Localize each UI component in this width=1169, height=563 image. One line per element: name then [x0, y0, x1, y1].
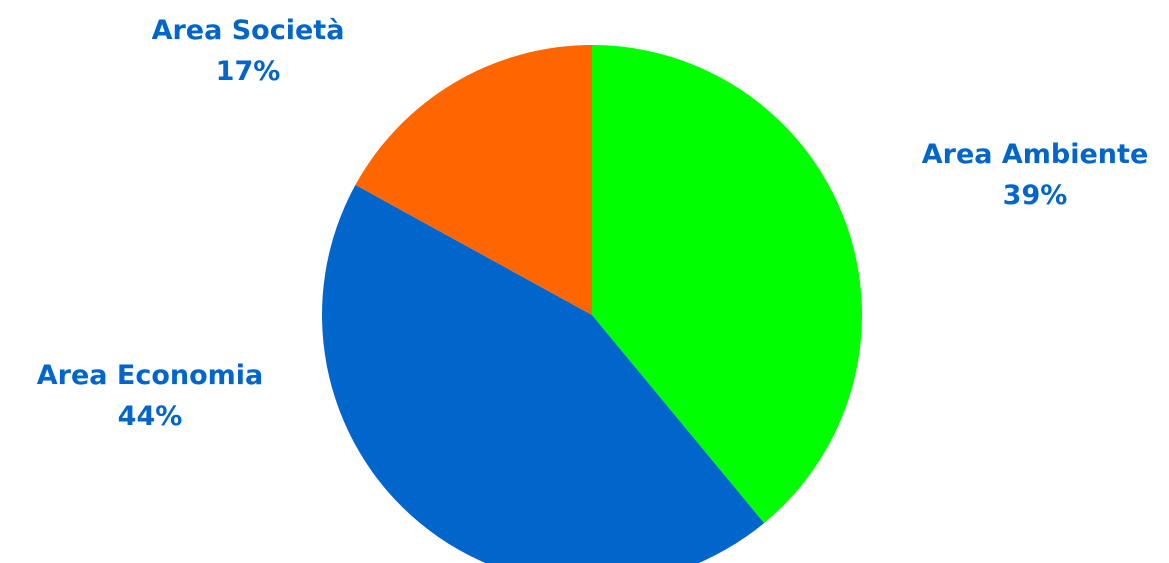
slice-label-area-ambiente: Area Ambiente 39% — [922, 135, 1149, 216]
pie-slice-area-societ — [355, 45, 592, 315]
slice-label-name: Area Economia — [36, 360, 264, 391]
slice-label-area-economia: Area Economia 44% — [37, 356, 264, 437]
slice-label-area-societa: Area Società 17% — [152, 11, 345, 92]
slice-label-percent: 44% — [117, 400, 183, 432]
pie-slice-area-economia — [322, 184, 765, 563]
slice-label-percent: 39% — [1002, 179, 1068, 211]
slice-label-percent: 17% — [215, 55, 281, 87]
pie-slice-area-ambiente — [592, 45, 862, 524]
slice-label-name: Area Ambiente — [921, 139, 1149, 170]
slice-label-name: Area Società — [151, 15, 345, 46]
